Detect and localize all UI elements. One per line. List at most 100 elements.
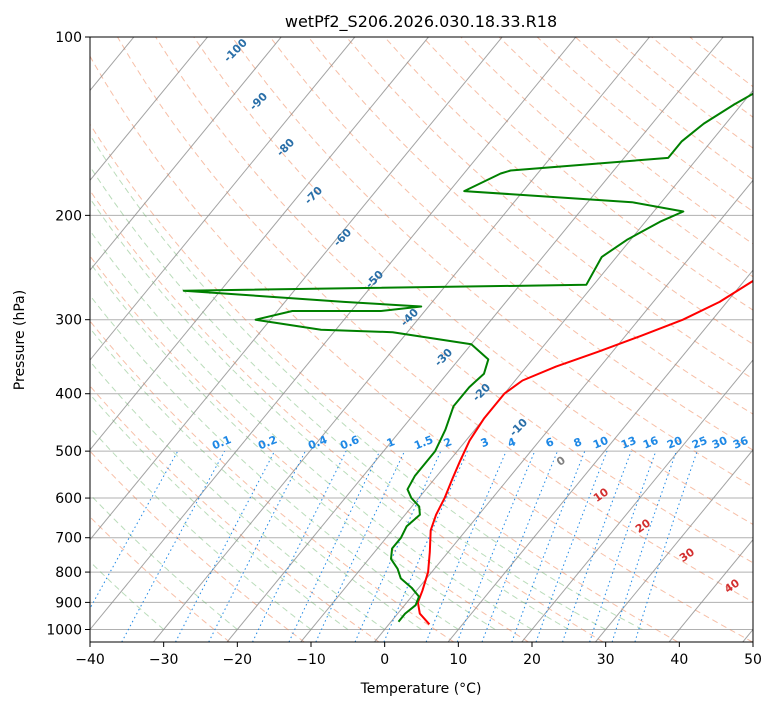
dry-adiabat-line bbox=[231, 37, 753, 488]
mixing-ratio-label: 0.2 bbox=[256, 433, 279, 452]
y-tick-label: 300 bbox=[55, 313, 82, 329]
x-tick-label: 10 bbox=[449, 652, 467, 668]
isotherm-line bbox=[90, 37, 430, 451]
moist-adiabat-line bbox=[90, 427, 312, 630]
x-tick-label: −20 bbox=[223, 652, 253, 668]
mixing-ratio-line bbox=[121, 450, 226, 642]
y-tick-label: 700 bbox=[55, 531, 82, 547]
mixing-ratio-label: 1.5 bbox=[412, 433, 435, 452]
mixing-ratio-label: 1 bbox=[385, 435, 397, 450]
mixing-ratio-line bbox=[175, 450, 276, 642]
mixing-ratio-label: 20 bbox=[665, 434, 684, 452]
isotherm-line bbox=[226, 37, 724, 642]
x-tick-label: −10 bbox=[296, 652, 326, 668]
dry-adiabat-line bbox=[155, 37, 753, 564]
moist-adiabat-line bbox=[90, 134, 643, 630]
x-tick-label: 30 bbox=[597, 652, 615, 668]
isotherm-line bbox=[447, 269, 753, 642]
moist-adiabat-line bbox=[90, 327, 422, 630]
dry-adiabat-line bbox=[613, 37, 753, 149]
x-tick-label: 0 bbox=[380, 652, 389, 668]
moist-adiabat-line bbox=[90, 360, 385, 630]
dry-adiabat-line bbox=[384, 37, 753, 345]
mixing-ratio-line bbox=[535, 450, 608, 642]
isotherm-line bbox=[668, 538, 753, 642]
moist-adiabat-label: 30 bbox=[677, 545, 697, 565]
mixing-ratio-line bbox=[383, 450, 468, 642]
moist-adiabat-line bbox=[90, 165, 606, 630]
dry-adiabat-line bbox=[346, 37, 753, 380]
mixing-ratio-label: 13 bbox=[619, 434, 638, 452]
mixing-ratio-label: 36 bbox=[731, 434, 750, 452]
isotherm-line bbox=[594, 449, 753, 642]
dry-adiabat-line bbox=[575, 37, 753, 181]
mixing-ratio-line bbox=[589, 450, 657, 642]
dry-adiabat-line bbox=[460, 37, 753, 278]
y-axis-label: Pressure (hPa) bbox=[12, 290, 28, 390]
mixing-ratio-label: 10 bbox=[591, 434, 610, 452]
x-tick-label: −40 bbox=[75, 652, 105, 668]
dry-adiabat-line bbox=[90, 385, 380, 642]
mixing-ratio-label: 25 bbox=[690, 434, 709, 452]
dry-adiabat-line bbox=[193, 37, 753, 525]
dry-adiabat-line bbox=[90, 255, 529, 642]
moist-adiabat-line bbox=[90, 229, 533, 630]
dewpoint-profile-line bbox=[182, 92, 753, 623]
isotherm-line bbox=[300, 89, 753, 642]
y-tick-label: 900 bbox=[55, 595, 82, 611]
isotherm-label: -90 bbox=[247, 90, 270, 113]
moist-adiabat-label: 0 bbox=[554, 453, 568, 468]
moist-adiabat-label: 40 bbox=[722, 576, 742, 596]
isotherm-line bbox=[90, 37, 282, 271]
dry-adiabat-line bbox=[117, 37, 753, 603]
mixing-ratio-line bbox=[611, 450, 677, 642]
isotherm-line bbox=[0, 10, 9, 654]
moist-adiabat-line bbox=[90, 262, 496, 630]
plot-frame bbox=[89, 36, 754, 643]
mixing-ratio-line bbox=[354, 450, 442, 642]
isotherm-line bbox=[90, 37, 503, 541]
isotherm-label: -80 bbox=[274, 136, 297, 159]
temperature-profile-line bbox=[416, 279, 753, 625]
moist-adiabat-line bbox=[90, 197, 570, 630]
mixing-ratio-line bbox=[481, 450, 558, 642]
mixing-ratio-line bbox=[315, 450, 406, 642]
mixing-ratio-label: 3 bbox=[479, 435, 491, 450]
mixing-ratio-label: 0.1 bbox=[210, 433, 233, 452]
isotherm-line bbox=[90, 37, 577, 631]
mixing-ratio-line bbox=[425, 450, 507, 642]
moist-adiabat-line bbox=[90, 294, 459, 630]
mixing-ratio-line bbox=[252, 450, 347, 642]
moist-adiabat-line bbox=[90, 393, 349, 630]
isotherm-label: -100 bbox=[221, 36, 250, 65]
moist-adiabat-label: 10 bbox=[591, 485, 611, 505]
x-tick-label: 20 bbox=[523, 652, 541, 668]
y-tick-label: 200 bbox=[55, 208, 82, 224]
dry-adiabat-line bbox=[422, 37, 753, 311]
mixing-ratio-line bbox=[511, 450, 586, 642]
mixing-ratio-label: 2 bbox=[442, 435, 454, 450]
dry-adiabat-line bbox=[90, 123, 679, 642]
x-tick-label: 40 bbox=[670, 652, 688, 668]
x-axis-label: Temperature (°C) bbox=[360, 681, 482, 697]
isotherm-label: -30 bbox=[432, 346, 455, 369]
moist-adiabat-line bbox=[90, 560, 165, 630]
dry-adiabat-line bbox=[307, 37, 753, 415]
isotherm-line bbox=[90, 37, 209, 182]
mixing-ratio-line bbox=[90, 450, 179, 610]
mixing-ratio-line bbox=[562, 450, 632, 642]
dry-adiabat-line bbox=[90, 189, 604, 642]
y-tick-label: 400 bbox=[55, 387, 82, 403]
dry-adiabat-line bbox=[536, 37, 753, 213]
x-tick-label: −30 bbox=[149, 652, 179, 668]
mixing-ratio-line bbox=[456, 450, 536, 642]
mixing-ratio-label: 30 bbox=[710, 434, 729, 452]
y-tick-label: 800 bbox=[55, 565, 82, 581]
isotherm-line bbox=[90, 37, 356, 361]
isotherm-line bbox=[373, 179, 753, 642]
y-tick-label: 1000 bbox=[46, 623, 82, 639]
y-tick-label: 100 bbox=[55, 30, 82, 46]
mixing-ratio-line bbox=[634, 450, 698, 642]
isotherm-line bbox=[521, 359, 753, 642]
